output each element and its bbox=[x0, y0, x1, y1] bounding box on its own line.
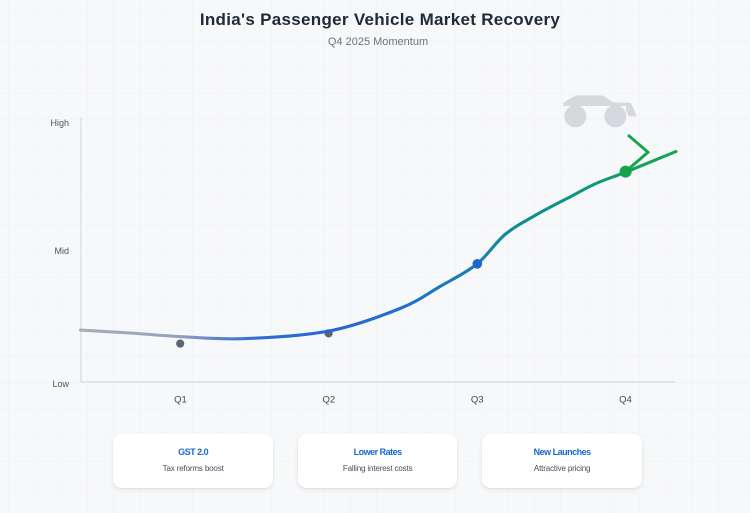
svg-text:Q2: Q2 bbox=[322, 395, 335, 406]
svg-text:High: High bbox=[50, 118, 69, 128]
svg-text:Q4: Q4 bbox=[619, 395, 632, 406]
svg-text:Low: Low bbox=[52, 379, 69, 389]
svg-text:Q3: Q3 bbox=[471, 395, 484, 406]
svg-text:Mid: Mid bbox=[54, 246, 69, 256]
svg-text:Q1: Q1 bbox=[174, 395, 187, 406]
